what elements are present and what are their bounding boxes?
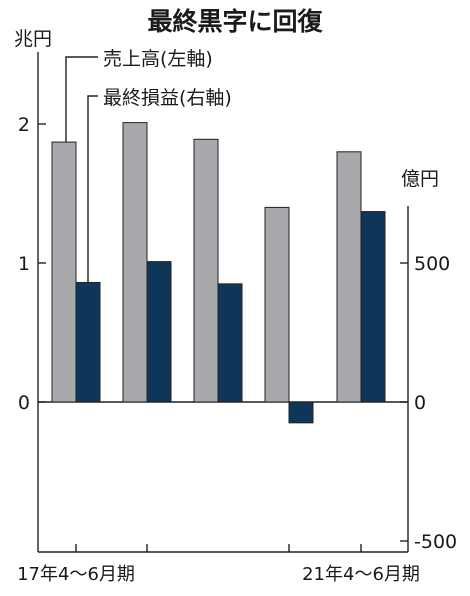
right-tick-label-0: -500 [414,531,457,553]
bar-sales-1 [122,122,148,403]
legend-leader-profit [87,95,98,283]
chart-title: 最終黒字に回復 [147,7,323,36]
right-tick-label-1: 0 [414,392,426,414]
bar-profit-4 [360,211,386,403]
legend-profit: 最終損益(右軸) [103,87,232,109]
left-tick-label-1: 1 [18,253,30,275]
bar-profit-0 [75,281,101,403]
left-tick-label-0: 0 [18,392,30,414]
right-axis-unit: 億円 [401,168,439,190]
bar-sales-3 [264,206,290,403]
right-tick-label-2: 500 [414,253,450,275]
bar-profit-3 [288,401,314,424]
bar-sales-4 [336,151,362,403]
x-label-last: 21年4〜6月期 [302,564,420,585]
left-tick-label-2: 2 [18,114,30,136]
bar-sales-0 [51,141,77,403]
legend-sales: 売上高(左軸) [103,48,213,70]
x-label-first: 17年4〜6月期 [17,564,135,585]
bar-profit-1 [146,261,172,403]
bar-sales-2 [193,138,219,403]
left-axis-unit: 兆円 [14,28,52,50]
legend-leader-sales [65,56,98,143]
bar-profit-2 [217,283,243,403]
